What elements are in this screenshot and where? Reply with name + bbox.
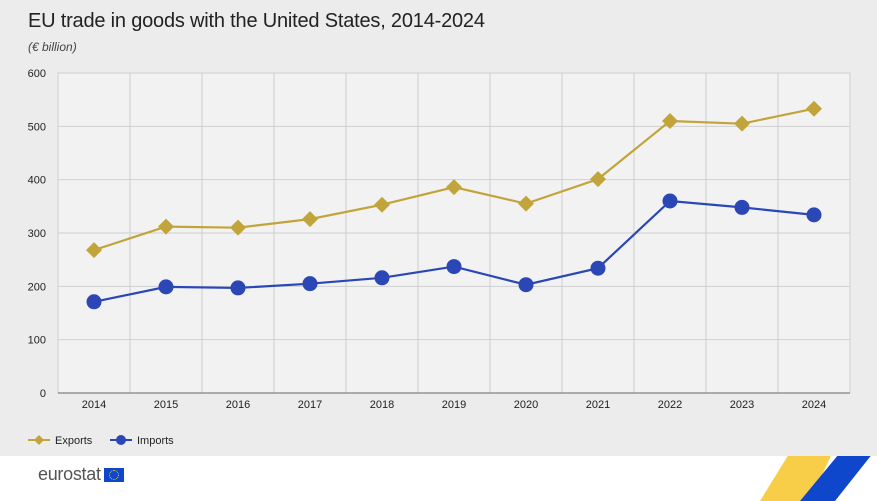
- data-point-imports: [518, 277, 534, 293]
- x-tick-label: 2016: [226, 399, 250, 411]
- legend: Exports Imports: [28, 435, 174, 447]
- gridlines: [57, 72, 851, 394]
- y-tick-label: 600: [28, 68, 46, 80]
- y-tick-label: 300: [28, 228, 46, 240]
- data-point-exports: [590, 171, 606, 188]
- data-point-exports: [158, 218, 174, 235]
- series-imports: [86, 193, 822, 310]
- data-point-imports: [590, 260, 606, 276]
- data-point-imports: [86, 294, 102, 310]
- data-point-imports: [662, 193, 678, 209]
- y-tick-label: 400: [28, 175, 46, 187]
- legend-item-exports: Exports: [28, 435, 93, 447]
- data-point-exports: [662, 113, 678, 129]
- chart-subtitle: (€ billion): [28, 40, 77, 54]
- x-tick-label: 2019: [442, 399, 466, 411]
- x-tick-label: 2021: [586, 399, 610, 411]
- eurostat-logo: eurostat: [38, 464, 124, 485]
- y-tick-label: 0: [40, 388, 46, 400]
- chart-title: EU trade in goods with the United States…: [28, 10, 485, 32]
- x-tick-label: 2018: [370, 399, 394, 411]
- data-point-imports: [302, 276, 318, 292]
- legend-label: Exports: [55, 435, 93, 447]
- data-point-exports: [518, 195, 534, 212]
- x-tick-label: 2023: [730, 399, 754, 411]
- x-tick-label: 2015: [154, 399, 178, 411]
- data-point-exports: [446, 179, 462, 196]
- legend-marker: [116, 435, 126, 445]
- data-point-imports: [734, 199, 750, 215]
- data-point-imports: [374, 270, 390, 286]
- data-point-imports: [446, 259, 462, 275]
- data-point-exports: [374, 196, 390, 213]
- legend-label: Imports: [137, 435, 174, 447]
- x-tick-label: 2017: [298, 399, 322, 411]
- data-point-exports: [806, 100, 822, 117]
- x-tick-label: 2020: [514, 399, 538, 411]
- data-point-imports: [806, 207, 822, 223]
- footer: eurostat: [0, 456, 877, 501]
- logo-text: eurostat: [38, 464, 101, 484]
- blue-ribbon: [800, 456, 871, 501]
- data-point-exports: [302, 211, 318, 228]
- y-tick-label: 200: [28, 281, 46, 293]
- data-point-exports: [230, 219, 246, 236]
- series-layer: [86, 100, 822, 310]
- legend-marker: [34, 435, 44, 445]
- x-tick-label: 2024: [802, 399, 826, 411]
- x-tick-label: 2014: [82, 399, 106, 411]
- data-point-exports: [734, 115, 750, 132]
- series-exports: [86, 100, 822, 259]
- corner-decoration: [760, 456, 871, 501]
- axes: 0 100 200 300 400 500 600 2014 2015 2016 2017 2018 2…: [28, 68, 850, 411]
- data-point-imports: [158, 279, 174, 295]
- y-tick-label: 100: [28, 335, 46, 347]
- data-point-exports: [86, 242, 102, 259]
- legend-item-imports: Imports: [110, 435, 174, 447]
- x-tick-label: 2022: [658, 399, 682, 411]
- y-tick-label: 500: [28, 121, 46, 133]
- data-point-imports: [230, 280, 246, 296]
- eu-flag-icon: [103, 467, 124, 482]
